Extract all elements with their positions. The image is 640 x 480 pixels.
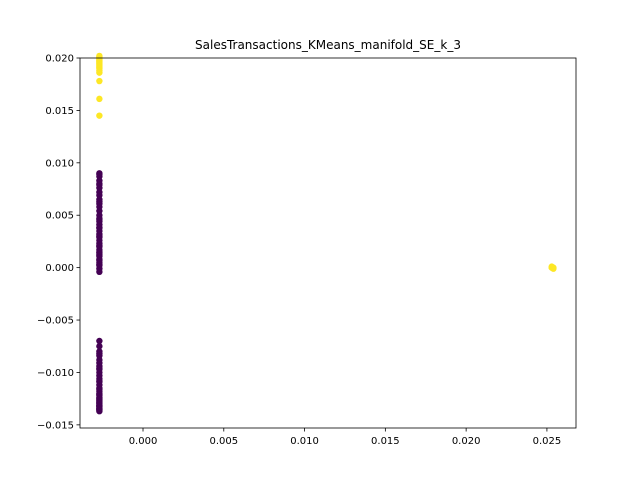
x-tick-label: 0.000 — [129, 436, 158, 447]
scatter-point — [96, 350, 103, 357]
y-tick-label: −0.015 — [37, 420, 74, 431]
scatter-point — [96, 268, 103, 276]
x-tick-label: 0.025 — [533, 436, 562, 447]
y-tick-label: 0.015 — [45, 106, 74, 117]
scatter-point — [96, 377, 103, 385]
y-tick-label: 0.010 — [45, 158, 74, 169]
x-tick-label: 0.015 — [371, 436, 400, 447]
scatter-point — [96, 77, 103, 85]
y-tick-label: 0.005 — [45, 211, 74, 222]
scatter-point — [96, 386, 103, 393]
y-tick-label: −0.010 — [37, 368, 74, 379]
x-tick-label: 0.020 — [452, 436, 481, 447]
scatter-point — [96, 248, 103, 256]
y-axis: −0.015 −0.010 −0.005 0.000 0.005 0.010 0.015 0.… — [37, 54, 80, 431]
scatter-point — [96, 224, 103, 232]
scatter-point — [96, 242, 103, 249]
x-tick-label: 0.005 — [209, 436, 238, 447]
scatter-point — [96, 337, 103, 345]
scatter-point — [96, 343, 103, 350]
points-layer — [96, 52, 557, 415]
scatter-point — [96, 198, 103, 205]
scatter-point — [96, 112, 103, 119]
scatter-point — [96, 405, 103, 413]
scatter-point — [96, 365, 103, 372]
scatter-point — [96, 257, 103, 264]
scatter-point — [96, 216, 103, 223]
x-tick-label: 0.010 — [290, 436, 319, 447]
y-tick-label: −0.005 — [37, 316, 74, 327]
y-tick-label: 0.020 — [45, 54, 74, 65]
y-tick-label: 0.000 — [45, 263, 74, 274]
scatter-point — [96, 232, 103, 240]
scatter-point — [96, 69, 103, 76]
scatter-point — [96, 180, 103, 187]
x-axis: 0.000 0.005 0.010 0.015 0.020 0.025 — [129, 428, 562, 447]
plot-frame — [79, 57, 577, 429]
chart-title: SalesTransactions_KMeans_manifold_SE_k_3 — [195, 38, 461, 52]
scatter-point — [96, 171, 103, 178]
scatter-point — [548, 264, 555, 271]
scatter-point — [96, 95, 103, 103]
